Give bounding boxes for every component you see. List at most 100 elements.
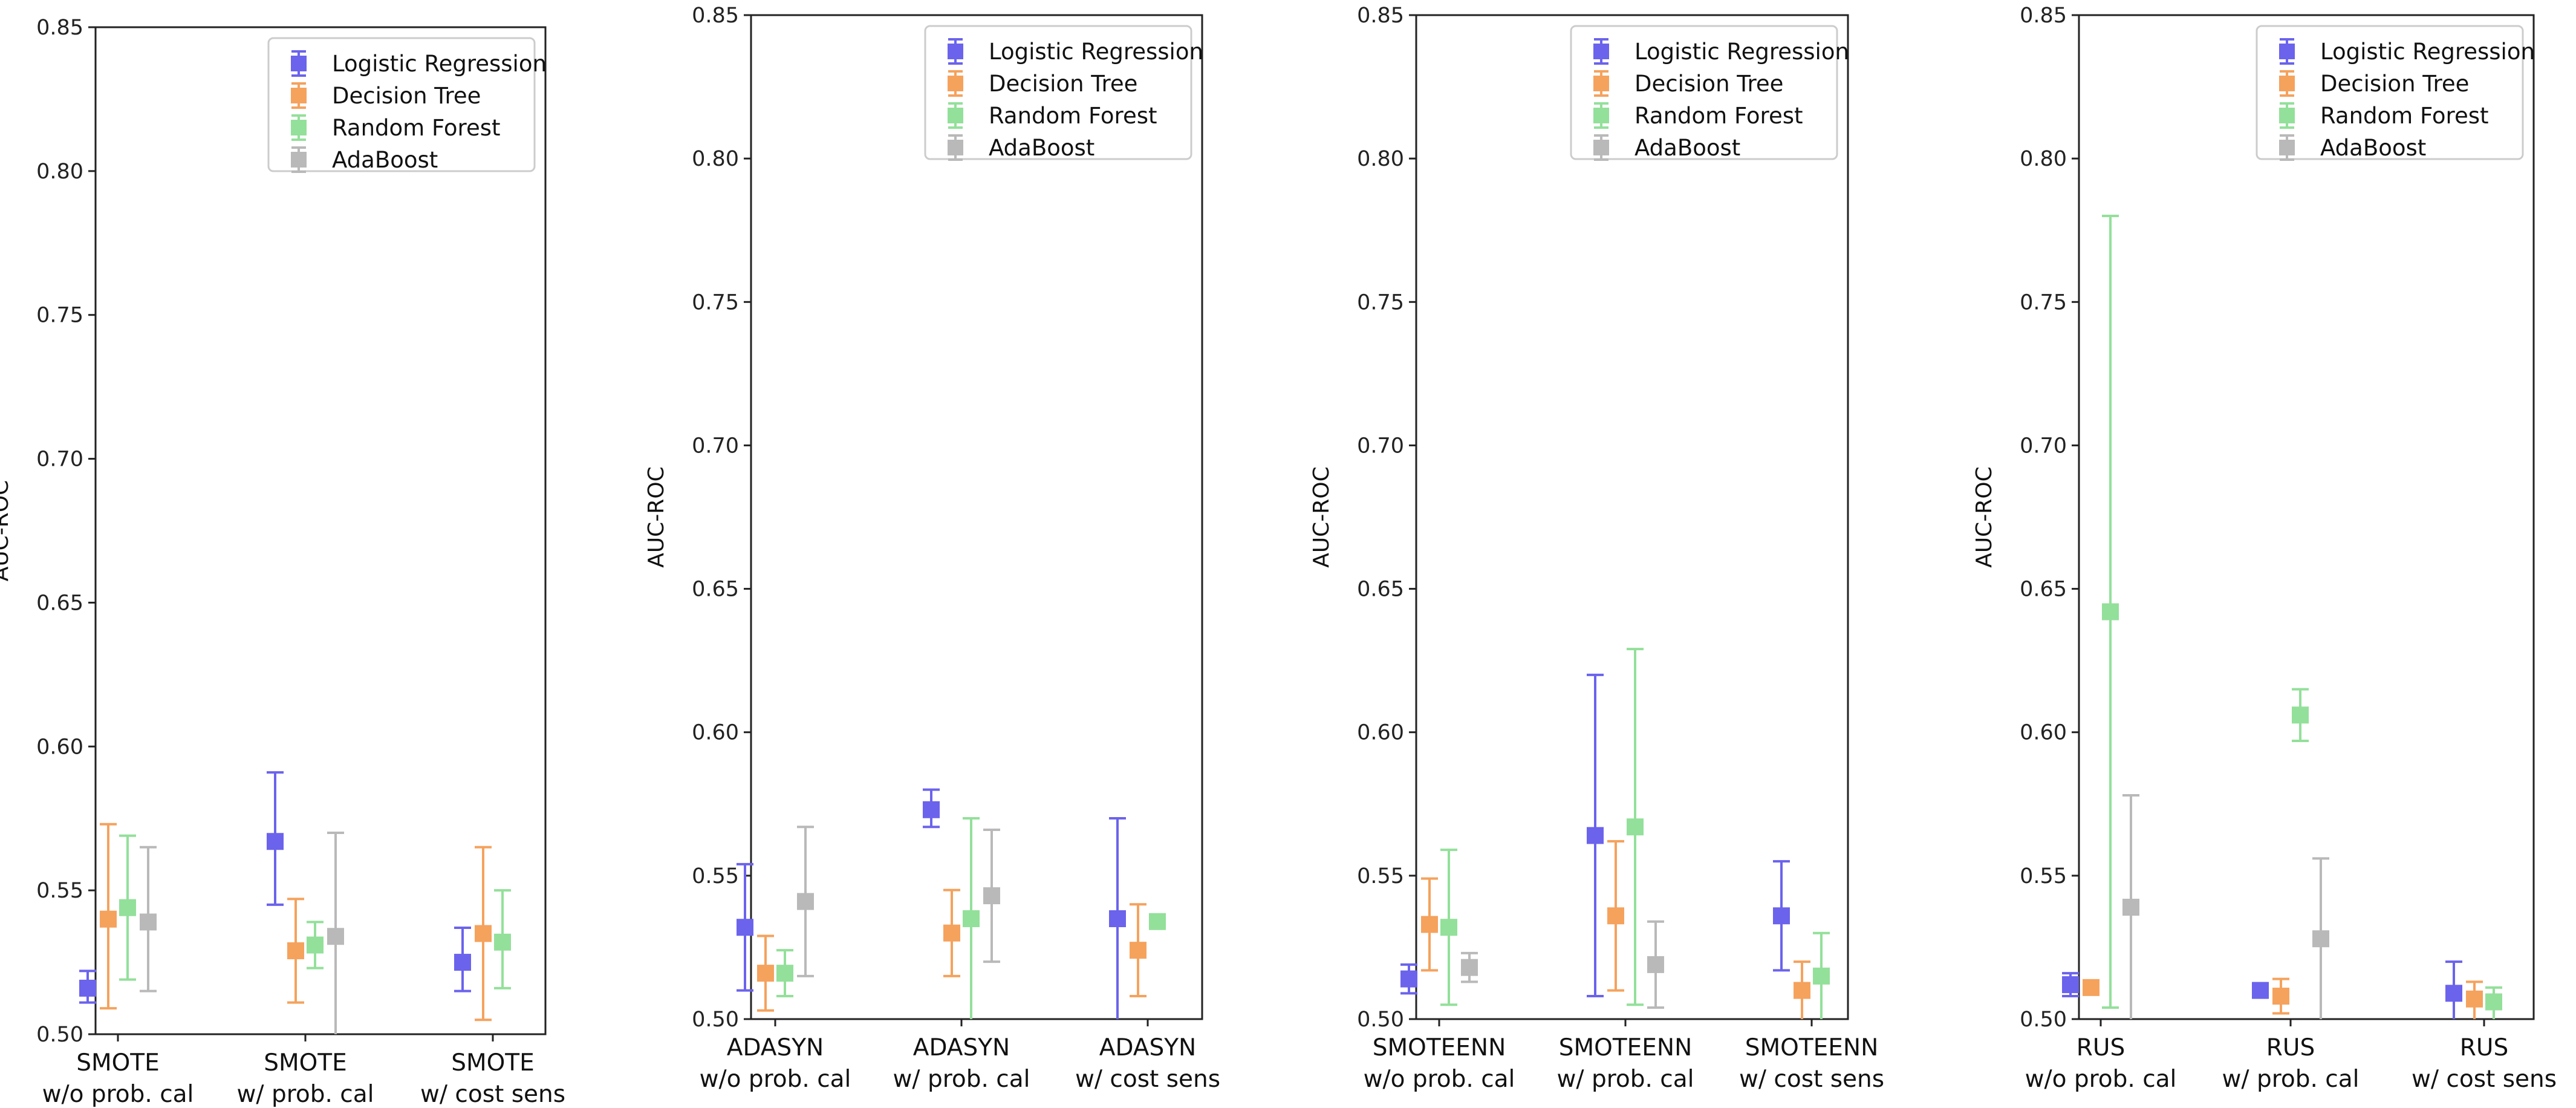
x-category-label-top: RUS	[2266, 1034, 2315, 1061]
y-tick-label: 0.60	[692, 721, 739, 745]
plot-frame	[94, 26, 547, 1035]
x-category-label-bottom: w/ prob. cal	[893, 1066, 1030, 1093]
y-tick-label: 0.85	[2020, 4, 2067, 28]
legend: Logistic Regression Decision Tree Random F…	[267, 37, 547, 173]
y-tick-label: 0.85	[1357, 4, 1404, 28]
x-category-label-top: RUS	[2460, 1034, 2508, 1061]
data-point-adaboost	[1647, 956, 1664, 973]
y-tick-label: 0.55	[36, 879, 83, 903]
legend-marker-icon	[291, 146, 307, 173]
x-category-label-bottom: w/ prob. cal	[237, 1081, 374, 1108]
legend-label: Decision Tree	[1634, 71, 1783, 97]
x-category-label-bottom: w/ cost sens	[1075, 1066, 1220, 1093]
chart-panel-1: 0.50 0.55 0.60 0.65 0.70 0.75 0.80 0.85 AUC-ROC S…	[0, 16, 565, 1108]
data-point-random-forest	[494, 933, 511, 951]
legend-marker-icon	[1593, 134, 1609, 161]
plot-frame	[750, 14, 1203, 1020]
legend-marker-icon	[948, 38, 963, 65]
legend-marker-icon	[2279, 134, 2295, 161]
data-point-logistic-regression	[737, 919, 753, 936]
y-tick-label: 0.65	[36, 591, 83, 615]
y-tick-label: 0.80	[2020, 147, 2067, 171]
data-point-logistic-regression	[1587, 827, 1604, 844]
legend-label: AdaBoost	[332, 147, 438, 173]
data-point-random-forest	[119, 899, 136, 916]
legend-label: Random Forest	[332, 115, 501, 141]
data-point-adaboost	[983, 887, 1000, 905]
x-category-label-top: ADASYN	[1099, 1034, 1196, 1061]
y-tick-label: 0.65	[1357, 578, 1404, 602]
y-tick-label: 0.75	[2020, 290, 2067, 314]
x-category-label-bottom: w/ cost sens	[2412, 1066, 2557, 1093]
data-point-random-forest	[2485, 993, 2502, 1011]
data-point-decision-tree	[287, 942, 304, 960]
data-point-decision-tree	[2466, 990, 2483, 1008]
legend-box	[267, 37, 536, 172]
data-point-adaboost	[140, 913, 157, 931]
data-point-decision-tree	[1421, 916, 1438, 933]
data-point-logistic-regression	[267, 833, 284, 850]
x-category-label-top: ADASYN	[913, 1034, 1010, 1061]
legend-marker-icon	[948, 134, 963, 161]
y-tick-label: 0.50	[692, 1008, 739, 1032]
y-tick-label: 0.65	[2020, 578, 2067, 602]
legend-marker-icon	[948, 70, 963, 97]
y-tick-label: 0.50	[1357, 1008, 1404, 1032]
legend: Logistic Regression Decision Tree Random F…	[2256, 25, 2535, 161]
y-tick-label: 0.85	[36, 16, 83, 40]
x-category-label-top: RUS	[2077, 1034, 2125, 1061]
data-point-logistic-regression	[1109, 910, 1126, 927]
legend-marker-icon	[1593, 70, 1609, 97]
y-tick-label: 0.50	[36, 1023, 83, 1047]
x-category-label-bottom: w/o prob. cal	[700, 1066, 851, 1093]
x-category-label-bottom: w/o prob. cal	[2025, 1066, 2177, 1093]
legend-box	[924, 25, 1192, 160]
data-point-adaboost	[2312, 930, 2329, 948]
legend-marker-icon	[291, 114, 307, 141]
legend-marker-icon	[291, 50, 307, 77]
data-point-random-forest	[776, 965, 793, 982]
x-category-label-top: SMOTEENN	[1373, 1034, 1506, 1061]
legend-label: Random Forest	[2320, 103, 2489, 129]
x-category-label-bottom: w/o prob. cal	[1364, 1066, 1515, 1093]
y-tick-label: 0.80	[1357, 147, 1404, 171]
x-category-label-bottom: w/ cost sens	[1739, 1066, 1884, 1093]
legend-marker-icon	[2279, 102, 2295, 129]
y-tick-label: 0.80	[692, 147, 739, 171]
data-point-decision-tree	[100, 910, 117, 928]
chart-panel-3: 0.50 0.55 0.60 0.65 0.70 0.75 0.80 0.85 AUC-ROC S…	[1309, 4, 1884, 1093]
y-tick-label: 0.85	[692, 4, 739, 28]
x-category-label-bottom: w/o prob. cal	[42, 1081, 194, 1108]
legend-label: Logistic Regression	[989, 39, 1203, 65]
data-point-random-forest	[2292, 706, 2309, 724]
legend-label: Decision Tree	[989, 71, 1137, 97]
data-point-random-forest	[1149, 913, 1166, 930]
y-tick-label: 0.70	[1357, 434, 1404, 458]
y-tick-label: 0.55	[1357, 864, 1404, 888]
x-category-label-top: SMOTEENN	[1559, 1034, 1693, 1061]
data-point-decision-tree	[475, 925, 492, 942]
data-point-logistic-regression	[79, 979, 96, 997]
data-point-logistic-regression	[2252, 982, 2269, 999]
legend-label: AdaBoost	[2320, 135, 2426, 161]
legend-box	[1570, 25, 1838, 160]
data-point-decision-tree	[1130, 942, 1147, 959]
y-tick-label: 0.55	[2020, 864, 2067, 888]
data-point-decision-tree	[2083, 979, 2100, 996]
y-axis-label: AUC-ROC	[644, 466, 669, 568]
data-point-random-forest	[1440, 919, 1457, 936]
legend: Logistic Regression Decision Tree Random F…	[1570, 25, 1849, 161]
x-category-label-bottom: w/ prob. cal	[2222, 1066, 2360, 1093]
y-tick-label: 0.60	[1357, 721, 1404, 745]
y-tick-label: 0.70	[36, 448, 83, 472]
legend-marker-icon	[2279, 38, 2295, 65]
data-point-adaboost	[327, 928, 344, 945]
data-point-logistic-regression	[923, 801, 940, 818]
data-point-random-forest	[2102, 603, 2119, 621]
data-point-decision-tree	[1607, 907, 1624, 925]
legend-marker-icon	[1593, 102, 1609, 129]
legend-marker-icon	[291, 82, 307, 109]
data-point-decision-tree	[2272, 988, 2289, 1005]
legend-label: AdaBoost	[989, 135, 1094, 161]
